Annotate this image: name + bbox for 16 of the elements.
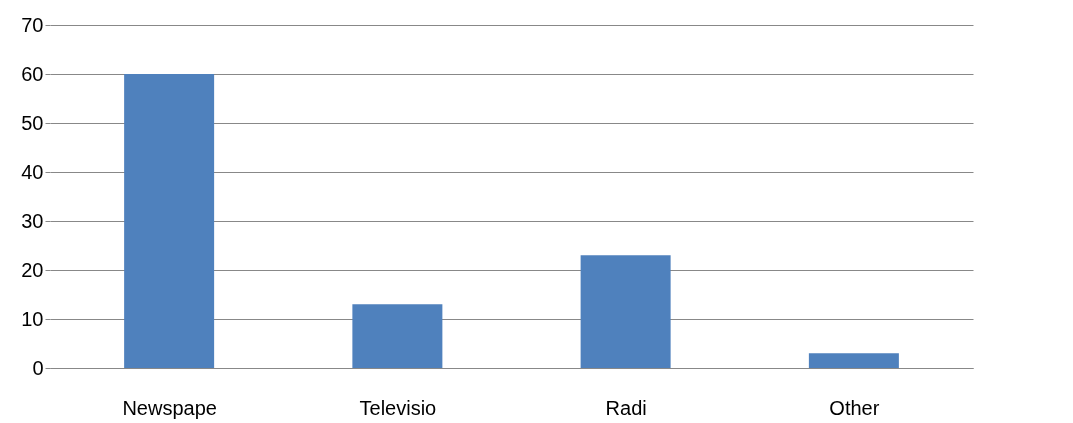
bar	[124, 74, 215, 368]
x-tick-label: Newspape	[122, 396, 217, 419]
bar	[352, 304, 443, 368]
x-tick-label: Televisio	[359, 396, 437, 419]
bar	[580, 255, 671, 368]
y-tick-label: 10	[21, 307, 44, 330]
y-tick-label: 70	[21, 13, 44, 36]
bar	[808, 353, 899, 368]
x-tick-label: Other	[829, 396, 880, 419]
y-tick-label: 20	[21, 258, 44, 281]
y-tick-label: 30	[21, 209, 44, 232]
y-tick-label: 60	[21, 62, 44, 85]
y-tick-label: 40	[21, 160, 44, 183]
y-tick-label: 0	[32, 356, 44, 379]
y-tick-label: 50	[21, 111, 44, 134]
x-tick-label: Radi	[605, 396, 647, 419]
